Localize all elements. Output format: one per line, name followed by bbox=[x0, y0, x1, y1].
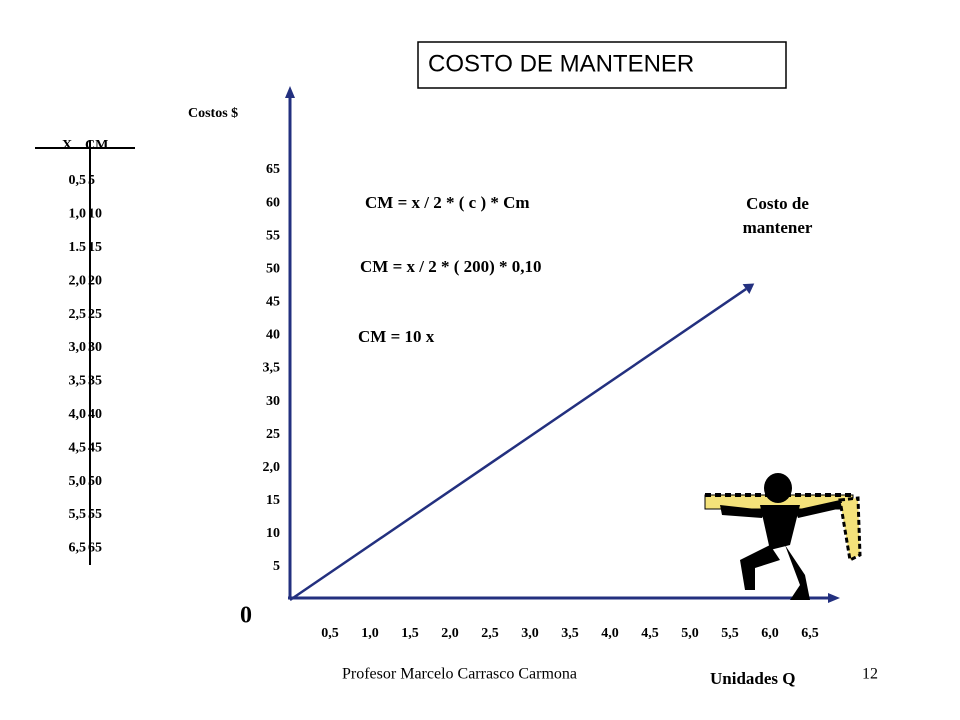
table-cell: 1,0 bbox=[69, 207, 87, 222]
x-tick-label: 1,5 bbox=[401, 626, 419, 641]
table-cell: 20 bbox=[88, 273, 102, 288]
x-tick-label: 5,5 bbox=[721, 626, 739, 641]
x-tick-label: 3,0 bbox=[521, 626, 539, 641]
line bbox=[289, 288, 747, 602]
y-tick-label: 2,0 bbox=[263, 460, 281, 475]
y-tick-label: 60 bbox=[266, 195, 280, 210]
x-tick-label: 2,0 bbox=[441, 626, 459, 641]
origin-label: 0 bbox=[240, 603, 252, 629]
y-tick-label: 40 bbox=[266, 328, 280, 343]
table-cell: 35 bbox=[88, 374, 102, 389]
y-tick-label: 3,5 bbox=[263, 361, 281, 376]
footer-author: Profesor Marcelo Carrasco Carmona bbox=[342, 666, 577, 683]
x-tick-label: 4,5 bbox=[641, 626, 659, 641]
y-tick-label: 15 bbox=[266, 493, 280, 508]
x-tick-label: 3,5 bbox=[561, 626, 579, 641]
y-tick-label: 30 bbox=[266, 394, 280, 409]
table-cell: 5,0 bbox=[69, 474, 87, 489]
y-tick-label: 50 bbox=[266, 261, 280, 276]
y-axis-label: Costos $ bbox=[188, 106, 238, 121]
table-cell: 5 bbox=[88, 173, 95, 188]
table-cell: 40 bbox=[88, 407, 102, 422]
y-tick-label: 10 bbox=[266, 526, 280, 541]
table-cell: 3,0 bbox=[69, 340, 87, 355]
formula: CM = x / 2 * ( 200) * 0,10 bbox=[360, 257, 542, 276]
title-box bbox=[417, 41, 787, 89]
y-arrow bbox=[285, 86, 295, 98]
page-number: 12 bbox=[862, 666, 878, 683]
table-cell: 0,5 bbox=[69, 173, 87, 188]
legend-label: Costo de mantener bbox=[742, 194, 813, 237]
y-tick-label: 25 bbox=[266, 427, 280, 442]
table-cell: 5,5 bbox=[69, 507, 87, 522]
table-cell: 3,5 bbox=[69, 374, 87, 389]
y-tick-label: 5 bbox=[273, 559, 280, 574]
x-axis-label: Unidades Q bbox=[710, 669, 796, 688]
x-tick-label: 2,5 bbox=[481, 626, 499, 641]
table-cell: 1.5 bbox=[69, 240, 87, 255]
table-cell: 30 bbox=[88, 340, 102, 355]
table-cell: 45 bbox=[88, 440, 102, 455]
x-tick-label: 1,0 bbox=[361, 626, 379, 641]
x-tick-label: 6,0 bbox=[761, 626, 779, 641]
x-tick-label: 0,5 bbox=[321, 626, 339, 641]
table-cell: 2,0 bbox=[69, 273, 87, 288]
table-cell: 2,5 bbox=[69, 307, 87, 322]
table-header: X bbox=[62, 138, 72, 153]
x-tick-label: 4,0 bbox=[601, 626, 619, 641]
y-tick-label: 65 bbox=[266, 162, 280, 177]
formula: CM = x / 2 * ( c ) * Cm bbox=[365, 193, 530, 212]
x-tick-label: 5,0 bbox=[681, 626, 699, 641]
table-cell: 6,5 bbox=[69, 541, 87, 556]
table-cell: 15 bbox=[88, 240, 102, 255]
table-cell: 4,5 bbox=[69, 440, 87, 455]
y-tick-label: 55 bbox=[266, 228, 280, 243]
table-cell: 65 bbox=[88, 541, 102, 556]
figure bbox=[704, 473, 862, 600]
table-cell: 50 bbox=[88, 474, 102, 489]
line-arrow bbox=[742, 283, 755, 295]
table-cell: 25 bbox=[88, 307, 102, 322]
x-arrow bbox=[828, 593, 840, 603]
x-tick-label: 6,5 bbox=[801, 626, 819, 641]
table-header: CM bbox=[85, 138, 108, 153]
formula: CM = 10 x bbox=[358, 327, 435, 346]
y-tick-label: 45 bbox=[266, 295, 280, 310]
table-cell: 55 bbox=[88, 507, 102, 522]
table-cell: 4,0 bbox=[69, 407, 87, 422]
table-cell: 10 bbox=[88, 207, 102, 222]
title: COSTO DE MANTENER bbox=[428, 50, 694, 77]
